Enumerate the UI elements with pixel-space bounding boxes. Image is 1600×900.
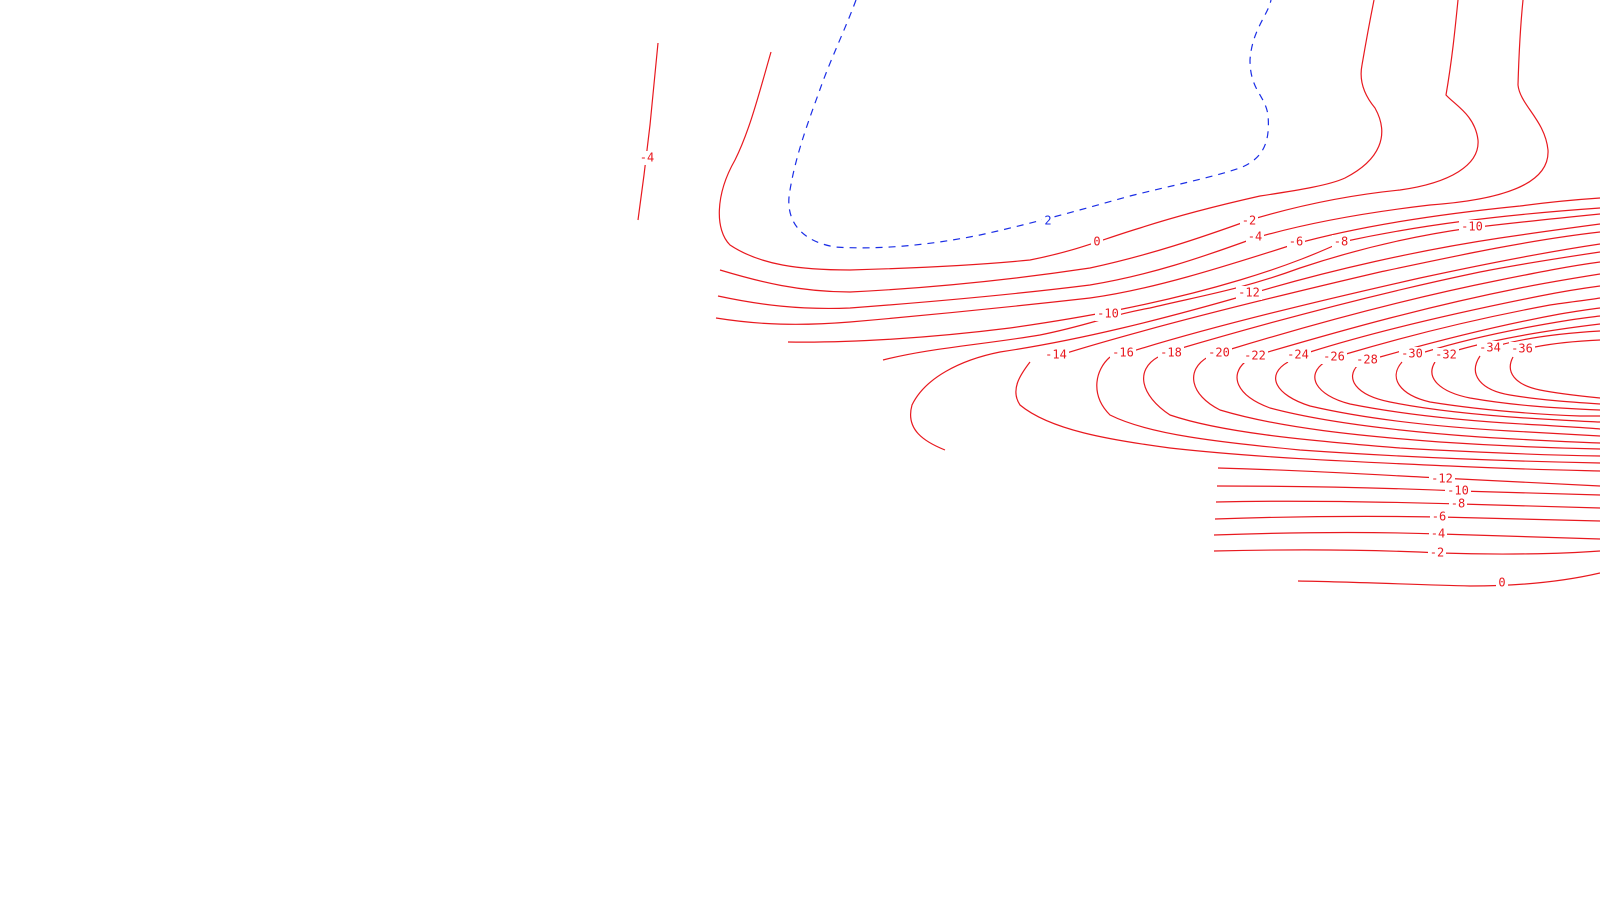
label-m20: -20 [1206,346,1232,360]
label-lower-m12: -12 [1429,472,1455,486]
label-m26: -26 [1321,350,1347,364]
contour-line-m22 [1236,273,1600,444]
svg-text:-12: -12 [1238,286,1260,300]
svg-text:-10: -10 [1461,220,1483,234]
svg-text:-6: -6 [1432,510,1446,524]
contour-line-lower-m4 [1213,532,1600,540]
contour-line-m12 [910,223,1600,451]
label-upper-left-m4: -4 [639,151,655,165]
svg-text:-22: -22 [1244,349,1266,363]
svg-text:-4: -4 [640,151,654,165]
contour-line-m32 [1431,323,1600,411]
contour-line-m28 [1352,307,1600,423]
svg-text:-34: -34 [1479,341,1501,355]
label-m28: -28 [1354,353,1380,367]
label-m22: -22 [1242,349,1268,363]
label-lower-0: 0 [1496,576,1508,590]
label-outer-0: 0 [1091,235,1103,249]
svg-text:-18: -18 [1160,346,1182,360]
label-upper-m4: -4 [1246,230,1264,244]
svg-text:-28: -28 [1356,353,1378,367]
svg-text:-8: -8 [1334,235,1348,249]
svg-text:-4: -4 [1248,230,1262,244]
label-m18: -18 [1158,346,1184,360]
svg-text:-26: -26 [1323,350,1345,364]
label-positive-2: 2 [1042,214,1054,228]
contour-line-lower-m10 [1216,485,1600,496]
contour-line-m24 [1275,285,1600,437]
svg-text:-24: -24 [1287,348,1309,362]
label-upper-m2: -2 [1240,214,1258,228]
label-m24: -24 [1285,348,1311,362]
label-m36: -36 [1509,342,1535,356]
contour-line-m20 [1193,261,1600,450]
svg-text:-10: -10 [1097,307,1119,321]
svg-text:-8: -8 [1451,497,1465,511]
contour-line-lower-m2 [1213,549,1600,555]
contour-line-lower-0 [1297,572,1600,587]
label-left-m12: -12 [1236,286,1262,300]
label-lower-m4: -4 [1429,527,1447,541]
svg-text:-20: -20 [1208,346,1230,360]
contour-line-m36 [1509,339,1600,399]
svg-text:-6: -6 [1289,235,1303,249]
contour-line-m14 [1015,231,1600,472]
contour-line-lower-m6 [1214,515,1600,522]
svg-text:-32: -32 [1435,348,1457,362]
contour-line-lower-m8 [1215,500,1600,509]
label-m30: -30 [1399,347,1425,361]
contour-labels: -4 2 0 -2 -4 -6 -8 -10 -10 -12 -14 -16 -… [639,151,1535,590]
contour-line-m16 [1096,243,1600,464]
label-upper-m10: -10 [1459,220,1485,234]
label-upper-m6: -6 [1287,235,1305,249]
svg-text:-12: -12 [1431,472,1453,486]
svg-text:-36: -36 [1511,342,1533,356]
contour-line-positive-2 [788,0,1272,249]
label-lower-m8: -8 [1449,497,1467,511]
contour-line-m18 [1143,251,1600,457]
contour-line-m30 [1395,315,1600,417]
svg-text:0: 0 [1498,576,1505,590]
label-m32: -32 [1433,348,1459,362]
label-m16: -16 [1110,346,1136,360]
label-lower-m6: -6 [1430,510,1448,524]
label-m34: -34 [1477,341,1503,355]
contour-line-m26 [1314,297,1600,430]
label-lower-m2: -2 [1428,546,1446,560]
svg-text:2: 2 [1044,214,1051,228]
label-m14: -14 [1043,348,1069,362]
contour-line-lower-m12 [1217,467,1600,487]
label-upper-m8: -8 [1332,235,1350,249]
contour-line-m4 [717,0,1549,310]
svg-text:-2: -2 [1242,214,1256,228]
svg-text:-16: -16 [1112,346,1134,360]
svg-text:0: 0 [1093,235,1100,249]
contour-line-m8 [787,207,1600,343]
contour-line-m6 [715,197,1600,325]
label-left-m10: -10 [1095,307,1121,321]
svg-text:-30: -30 [1401,347,1423,361]
svg-text:-14: -14 [1045,348,1067,362]
contour-line-0-outer [718,0,1383,271]
svg-text:-2: -2 [1430,546,1444,560]
contour-line-isolated-m4 [637,42,659,221]
svg-text:-4: -4 [1431,527,1445,541]
label-lower-m10: -10 [1445,484,1471,498]
svg-text:-10: -10 [1447,484,1469,498]
